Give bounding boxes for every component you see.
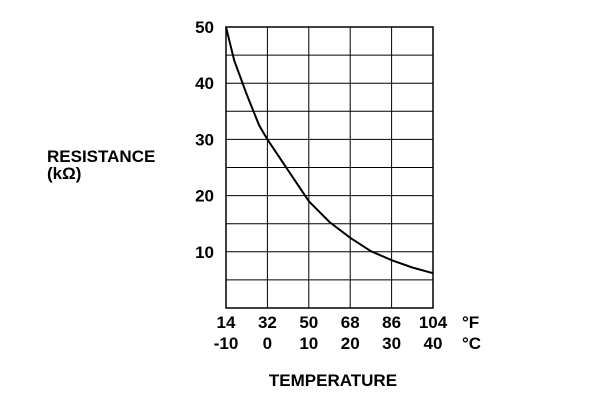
x-tick-label-f: 104 (419, 313, 448, 332)
x-axis-title: TEMPERATURE (269, 371, 397, 390)
x-tick-label-f: 86 (382, 313, 401, 332)
x-tick-label-f: 14 (217, 313, 236, 332)
y-tick-label: 10 (195, 243, 214, 262)
y-axis-title-line1: RESISTANCE (47, 147, 155, 166)
y-tick-labels: 10 20 30 40 50 (195, 18, 214, 262)
x-tick-labels-celsius: -10 0 10 20 30 40 (214, 334, 443, 353)
x-tick-label-f: 68 (341, 313, 360, 332)
x-tick-label-c: 40 (424, 334, 443, 353)
y-tick-label: 20 (195, 187, 214, 206)
x-unit-fahrenheit: °F (462, 313, 479, 332)
x-tick-label-c: 20 (341, 334, 360, 353)
y-tick-label: 30 (195, 130, 214, 149)
y-axis-title-line2: (kΩ) (47, 164, 81, 183)
chart-grid (225, 26, 434, 309)
x-tick-label-c: 10 (299, 334, 318, 353)
plot-border (225, 26, 434, 309)
series-layer (225, 26, 434, 275)
resistance-curve (225, 26, 434, 275)
y-tick-label: 50 (195, 18, 214, 37)
plot-frame (225, 26, 434, 309)
x-tick-labels-fahrenheit: 14 32 50 68 86 104 (217, 313, 448, 332)
y-tick-label: 40 (195, 74, 214, 93)
x-tick-label-f: 32 (258, 313, 277, 332)
x-tick-label-f: 50 (299, 313, 318, 332)
x-unit-celsius: °C (462, 334, 481, 353)
x-tick-label-c: -10 (214, 334, 239, 353)
x-tick-label-c: 0 (263, 334, 272, 353)
x-tick-label-c: 30 (382, 334, 401, 353)
